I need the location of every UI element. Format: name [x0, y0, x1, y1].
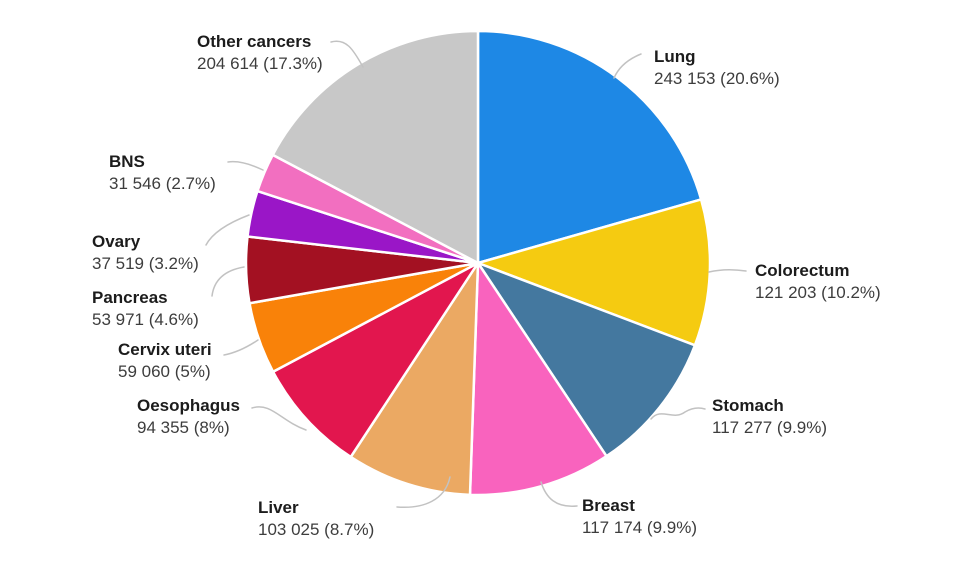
- pie-slice-oesophagus: [271, 261, 480, 459]
- slice-name: Pancreas: [92, 288, 168, 307]
- slice-value: 243 153 (20.6%): [654, 69, 780, 88]
- slice-name: Cervix uteri: [118, 340, 212, 359]
- slice-label-other-cancers: Other cancers 204 614 (17.3%): [197, 31, 323, 75]
- slice-label-colorectum: Colorectum 121 203 (10.2%): [755, 260, 881, 304]
- leader-line-lung: [613, 53, 642, 79]
- slice-name: Other cancers: [197, 32, 312, 51]
- leader-line-bns: [227, 160, 264, 171]
- slice-name: Colorectum: [755, 261, 850, 280]
- slice-value: 59 060 (5%): [118, 362, 211, 381]
- slice-label-oesophagus: Oesophagus 94 355 (8%): [137, 395, 240, 439]
- slice-value: 37 519 (3.2%): [92, 254, 199, 273]
- slice-name: Stomach: [712, 396, 784, 415]
- slice-value: 121 203 (10.2%): [755, 283, 881, 302]
- slice-label-liver: Liver 103 025 (8.7%): [258, 497, 374, 541]
- leader-line-ovary: [205, 214, 250, 246]
- pie-slice-colorectum: [476, 198, 712, 347]
- slice-value: 53 971 (4.6%): [92, 310, 199, 329]
- slice-label-stomach: Stomach 117 277 (9.9%): [712, 395, 827, 439]
- slice-value: 204 614 (17.3%): [197, 54, 323, 73]
- slice-label-ovary: Ovary 37 519 (3.2%): [92, 231, 199, 275]
- slice-value: 31 546 (2.7%): [109, 174, 216, 193]
- pie-slice-other: [271, 29, 480, 265]
- leader-line-cervix-uteri: [223, 339, 259, 356]
- slice-name: BNS: [109, 152, 145, 171]
- leader-line-stomach: [650, 407, 706, 420]
- slice-name: Lung: [654, 47, 696, 66]
- slice-name: Breast: [582, 496, 635, 515]
- slice-name: Oesophagus: [137, 396, 240, 415]
- leader-line-oesophagus: [251, 406, 307, 431]
- slice-value: 103 025 (8.7%): [258, 520, 375, 539]
- pie-slice-lung: [476, 29, 703, 265]
- slice-label-pancreas: Pancreas 53 971 (4.6%): [92, 287, 199, 331]
- slice-label-cervix-uteri: Cervix uteri 59 060 (5%): [118, 339, 212, 383]
- slice-name: Liver: [258, 498, 299, 517]
- slice-value: 117 277 (9.9%): [712, 418, 827, 437]
- pie-slices-group: [244, 29, 712, 497]
- slice-label-lung: Lung 243 153 (20.6%): [654, 46, 780, 90]
- leader-line-liver: [396, 476, 451, 509]
- leader-line-colorectum: [708, 268, 747, 273]
- leader-line-breast: [540, 481, 578, 507]
- slice-label-breast: Breast 117 174 (9.9%): [582, 495, 697, 539]
- slice-label-bns: BNS 31 546 (2.7%): [109, 151, 216, 195]
- leader-line-pancreas: [211, 266, 245, 297]
- leader-lines-group: [205, 40, 747, 509]
- slice-name: Ovary: [92, 232, 141, 251]
- pie-slice-liver: [349, 261, 480, 497]
- slice-value: 94 355 (8%): [137, 418, 230, 437]
- pie-slice-stomach: [476, 261, 697, 458]
- leader-line-other: [330, 40, 364, 68]
- slice-value: 117 174 (9.9%): [582, 518, 697, 537]
- pie-slice-breast: [468, 261, 608, 497]
